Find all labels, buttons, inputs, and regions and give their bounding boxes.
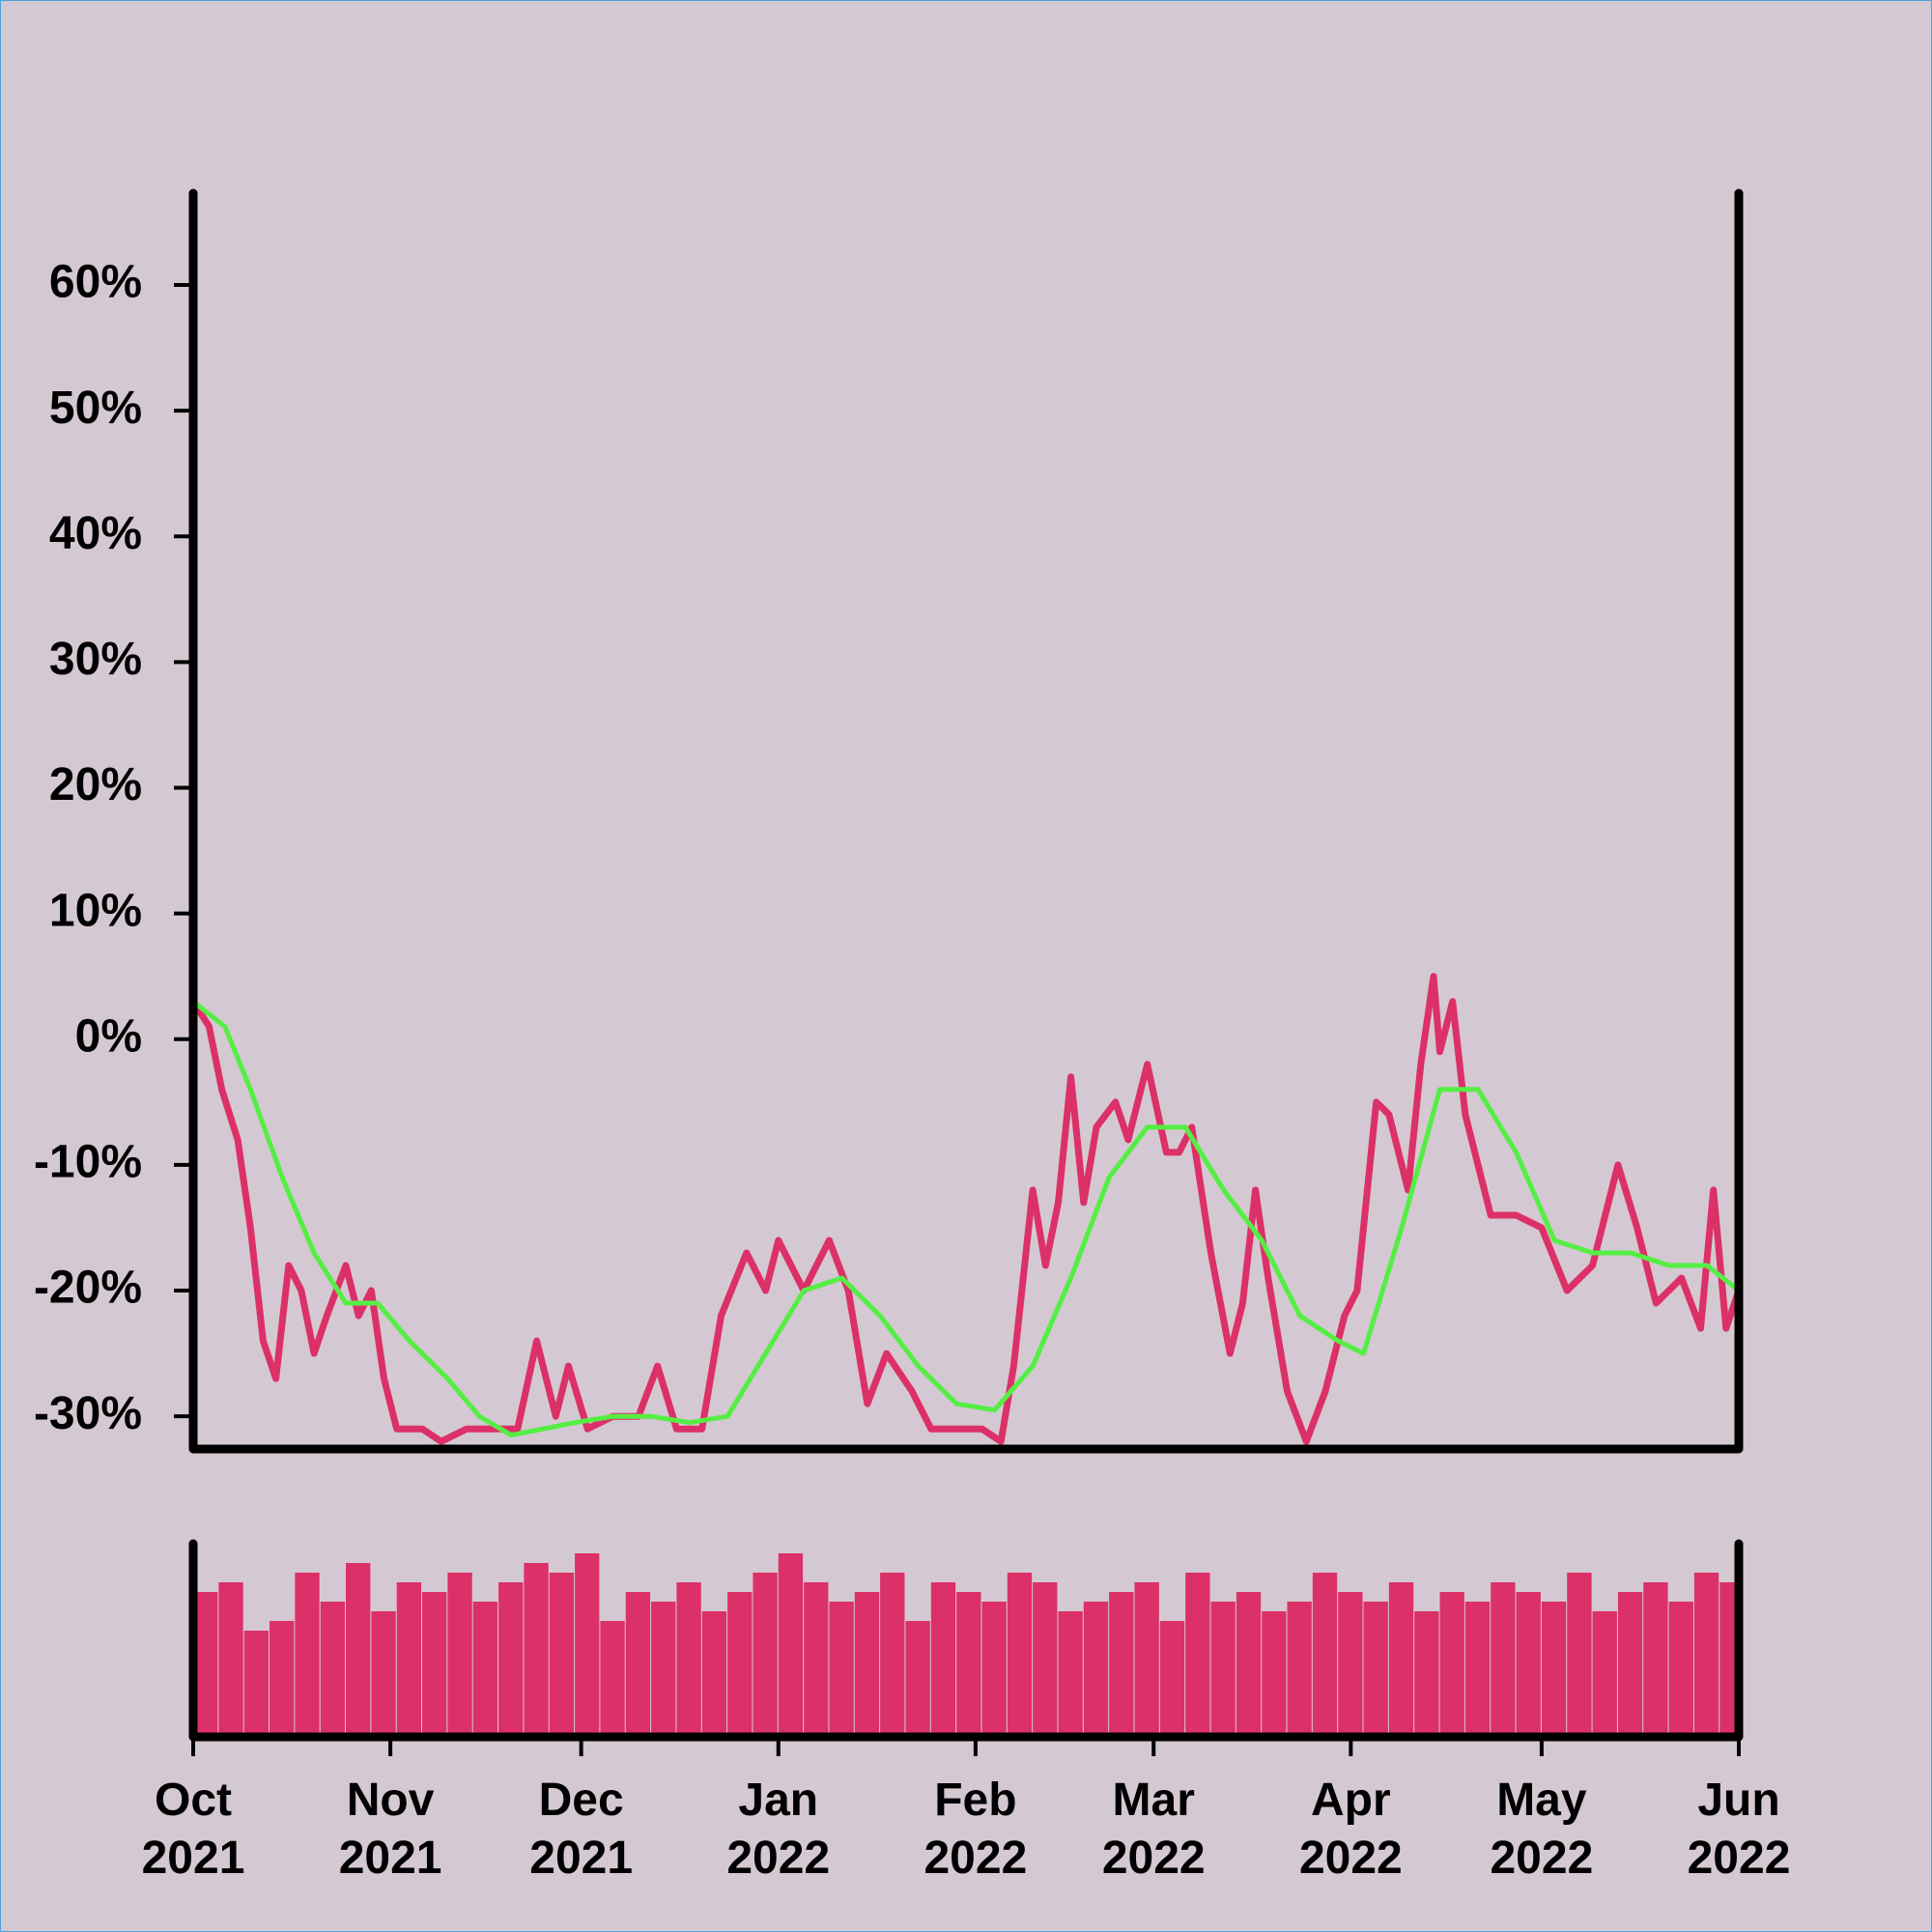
plot-lines bbox=[193, 973, 1739, 1445]
volume-bar bbox=[600, 1621, 625, 1737]
volume-bar bbox=[1033, 1582, 1058, 1737]
y-tick-label: 30% bbox=[49, 634, 142, 685]
axis-frame bbox=[188, 1539, 1744, 1742]
volume-bar bbox=[1083, 1602, 1109, 1737]
volume-bar bbox=[1491, 1582, 1516, 1737]
y-tick-label: -10% bbox=[34, 1137, 142, 1188]
x-tick-label: May 2022 bbox=[1490, 1775, 1593, 1884]
x-tick-label: Feb 2022 bbox=[923, 1775, 1027, 1884]
volume-bar bbox=[1693, 1573, 1719, 1737]
volume-bar bbox=[1541, 1602, 1567, 1737]
volume-bar bbox=[371, 1611, 396, 1737]
volume-bar bbox=[320, 1602, 346, 1737]
volume-bar bbox=[1414, 1611, 1439, 1737]
volume-bar bbox=[1719, 1582, 1738, 1737]
line-series bbox=[193, 973, 1739, 1445]
volume-bar bbox=[676, 1582, 701, 1737]
x-tick-label: Mar 2022 bbox=[1102, 1775, 1206, 1884]
volume-bar bbox=[1338, 1592, 1363, 1737]
volume-bar bbox=[804, 1582, 829, 1737]
volume-bar bbox=[1109, 1592, 1134, 1737]
volume-bar bbox=[854, 1592, 880, 1737]
volume-bar bbox=[1262, 1611, 1287, 1737]
x-tick-label: Dec 2021 bbox=[529, 1775, 633, 1884]
y-tick-label: 10% bbox=[49, 885, 142, 936]
volume-bar bbox=[1592, 1611, 1617, 1737]
volume-bar bbox=[447, 1573, 472, 1737]
volume-bar bbox=[498, 1582, 524, 1737]
y-tick-label: 40% bbox=[49, 508, 142, 559]
volume-bar bbox=[396, 1582, 422, 1737]
x-tick-label: Jun 2022 bbox=[1688, 1775, 1791, 1884]
x-tick-label: Jan 2022 bbox=[726, 1775, 830, 1884]
volume-bar bbox=[1287, 1602, 1312, 1737]
volume-bar bbox=[1058, 1611, 1083, 1737]
volume-bar bbox=[1668, 1602, 1693, 1737]
volume-bar bbox=[625, 1592, 651, 1737]
volume-bar bbox=[981, 1602, 1007, 1737]
volume-bar bbox=[701, 1611, 727, 1737]
y-tick-label: -30% bbox=[34, 1388, 142, 1439]
volume-bar bbox=[1643, 1582, 1668, 1737]
volume-bar bbox=[295, 1573, 320, 1737]
y-tick-label: 50% bbox=[49, 383, 142, 434]
volume-bar bbox=[1388, 1582, 1414, 1737]
volume-bar bbox=[727, 1592, 753, 1737]
volume-bar bbox=[753, 1573, 778, 1737]
volume-bar bbox=[829, 1602, 854, 1737]
volume-bar bbox=[1236, 1592, 1262, 1737]
volume-bar bbox=[472, 1602, 498, 1737]
line-series bbox=[193, 999, 1739, 1438]
volume-bar bbox=[1363, 1602, 1388, 1737]
y-tick-label: 20% bbox=[49, 759, 142, 810]
volume-bar bbox=[1516, 1592, 1541, 1737]
volume-bar bbox=[346, 1563, 371, 1737]
volume-bar bbox=[1185, 1573, 1210, 1737]
volume-bar bbox=[1464, 1602, 1491, 1737]
volume-bar bbox=[930, 1582, 956, 1737]
volume-bar bbox=[1617, 1592, 1643, 1737]
axis-frame bbox=[188, 188, 1744, 1454]
volume-bar bbox=[651, 1602, 676, 1737]
volume-bar bbox=[524, 1563, 549, 1737]
volume-bar bbox=[1312, 1573, 1338, 1737]
volume-bar bbox=[1567, 1573, 1592, 1737]
x-tick-label: Apr 2022 bbox=[1299, 1775, 1403, 1884]
volume-bar bbox=[956, 1592, 981, 1737]
volume-bar bbox=[778, 1553, 804, 1737]
volume-bar bbox=[575, 1553, 600, 1737]
x-tick-label: Oct 2021 bbox=[142, 1775, 245, 1884]
volume-bar bbox=[243, 1631, 270, 1737]
volume-bar bbox=[1007, 1573, 1033, 1737]
volume-bar bbox=[218, 1582, 243, 1737]
volume-bar bbox=[1134, 1582, 1159, 1737]
y-tick-label: 0% bbox=[75, 1010, 142, 1062]
y-tick-label: 60% bbox=[49, 257, 142, 308]
x-tick-label: Nov 2021 bbox=[339, 1775, 442, 1884]
volume-bar bbox=[1159, 1621, 1185, 1737]
volume-bar bbox=[549, 1573, 575, 1737]
volume-bar bbox=[422, 1592, 447, 1737]
volume-bar bbox=[1210, 1602, 1236, 1737]
volume-bar bbox=[270, 1621, 295, 1737]
y-tick-label: -20% bbox=[34, 1263, 142, 1314]
volume-bar bbox=[905, 1621, 930, 1737]
volume-bar bbox=[880, 1573, 905, 1737]
volume-bar bbox=[1439, 1592, 1464, 1737]
